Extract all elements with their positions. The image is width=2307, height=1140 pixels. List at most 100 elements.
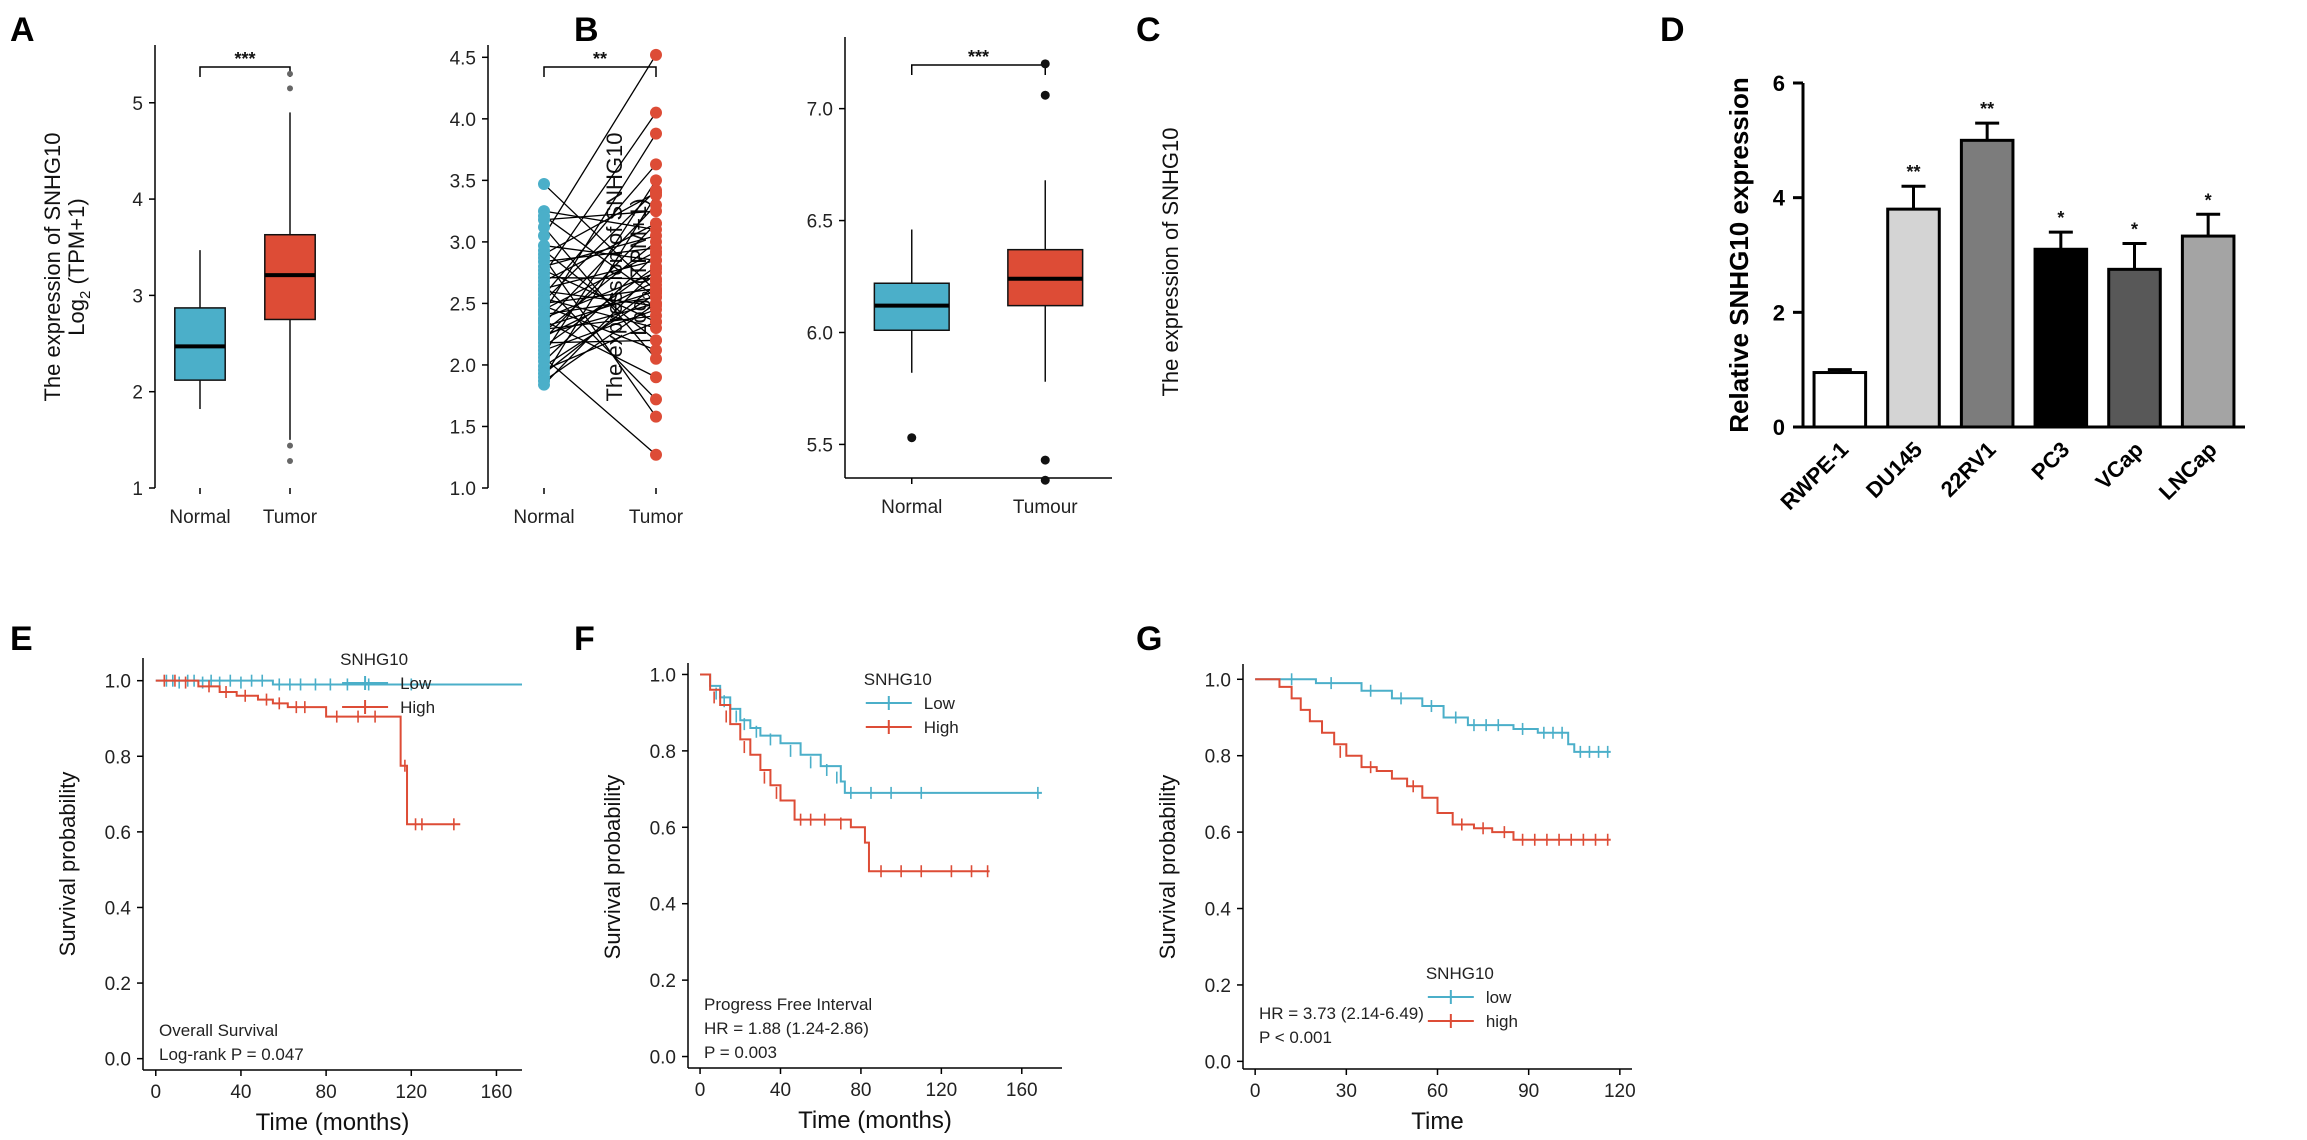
point-tumor [650, 198, 662, 211]
y-axis-subtitle: Log2 (TPM+1) [64, 198, 94, 335]
y-tick-label: 4 [132, 190, 143, 211]
annotation: HR = 1.88 (1.24-2.86) [704, 1019, 869, 1038]
y-tick-label: 0.8 [650, 742, 676, 763]
y-tick-label: 4.0 [450, 110, 476, 131]
point-tumor [650, 262, 662, 275]
y-tick-label: 0.6 [1205, 823, 1231, 844]
bar-pc3 [2033, 247, 2089, 429]
point-tumor [650, 334, 662, 347]
x-tick-label: 30 [1336, 1081, 1357, 1102]
box-normal [174, 307, 226, 381]
y-tick-label: 7.0 [807, 100, 833, 121]
y-tick-label: 0.8 [105, 747, 131, 768]
annotation: P < 0.001 [1259, 1028, 1332, 1047]
pair-line [543, 247, 657, 263]
point-tumor [650, 106, 662, 119]
panel-letter: F [574, 620, 595, 658]
y-tick-label: 5.5 [807, 435, 833, 456]
box-outlier [1040, 475, 1050, 485]
y-tick-label: 3.0 [450, 233, 476, 254]
x-tick-label: PC3 [2026, 437, 2074, 485]
x-axis-title: Time [1411, 1108, 1463, 1135]
x-tick-label: Normal [513, 507, 574, 528]
y-tick-label: 1.5 [450, 417, 476, 438]
ylabel-subscript: 2 [639, 291, 656, 299]
point-normal [538, 229, 550, 242]
x-tick-label: Normal [881, 497, 942, 518]
pair-line [543, 133, 657, 313]
pair-line [543, 268, 657, 386]
ylabel-unit: (TPM+1) [64, 198, 89, 290]
y-tick-label: 3 [132, 286, 143, 307]
point-tumor [650, 352, 662, 365]
bar-rwpe-1 [1812, 371, 1868, 429]
x-tick-label: 80 [316, 1082, 337, 1103]
pair-line [543, 215, 657, 298]
bar-significance: * [2131, 220, 2138, 240]
pair-line [543, 210, 657, 221]
legend-title: SNHG10 [340, 650, 408, 669]
y-tick-label: 2.0 [450, 356, 476, 377]
x-tick-label: 22RV1 [1936, 437, 2001, 502]
x-tick-label: 0 [150, 1082, 161, 1103]
significance-label: ** [593, 49, 607, 69]
legend-label-low: Low [400, 674, 432, 693]
pair-line [543, 235, 657, 268]
y-tick-label: 5 [132, 94, 143, 115]
point-tumor [650, 297, 662, 310]
pair-line [543, 180, 657, 355]
y-tick-label: 4 [1773, 186, 1786, 211]
point-tumor [650, 127, 662, 140]
x-tick-label: 120 [926, 1080, 958, 1101]
x-tick-label: Tumor [629, 507, 684, 528]
point-tumor [650, 174, 662, 187]
significance-bracket [543, 66, 657, 77]
y-tick-label: 0.2 [650, 971, 676, 992]
pair-line [543, 183, 657, 292]
x-tick-label: 60 [1427, 1081, 1448, 1102]
y-tick-label: 4.5 [450, 48, 476, 69]
point-tumor [650, 248, 662, 261]
annotation: Overall Survival [159, 1021, 278, 1040]
legend-label-high: High [924, 718, 959, 737]
annotation: Progress Free Interval [704, 995, 872, 1014]
x-tick-label: 120 [395, 1082, 427, 1103]
box-outlier [907, 433, 917, 443]
legend-label-high: high [1486, 1012, 1518, 1031]
y-axis-title: Survival probability [1155, 775, 1180, 960]
panel-letter: C [1136, 11, 1161, 49]
y-tick-label: 0.2 [105, 974, 131, 995]
x-axis-title: Time (months) [798, 1107, 952, 1134]
x-tick-label: LNCap [2154, 437, 2222, 505]
y-tick-label: 3.5 [450, 171, 476, 192]
pair-line [543, 276, 657, 280]
x-tick-label: 40 [770, 1080, 791, 1101]
point-tumor [650, 393, 662, 406]
bar-lncap [2180, 234, 2236, 429]
pair-line [543, 265, 657, 348]
significance-label: *** [968, 47, 989, 67]
pair-line [543, 259, 657, 290]
y-tick-label: 0.8 [1205, 747, 1231, 768]
y-tick-label: 0.4 [105, 898, 132, 919]
panel-f: F 0.0 0.2 0.4 0.6 0.8 1.0 0 40 80 120 160 Time (mont… [574, 620, 1062, 1134]
y-tick-label: 0.4 [650, 895, 677, 916]
legend-label-low: low [1486, 988, 1512, 1007]
km-curve-low [700, 673, 1042, 794]
pair-line [543, 320, 657, 378]
bar-significance: ** [1980, 99, 1994, 119]
y-tick-label: 0.4 [1205, 900, 1232, 921]
x-tick-label: DU145 [1861, 437, 1927, 503]
box-outlier [1040, 455, 1050, 465]
bar-22rv1 [1959, 138, 2015, 429]
point-tumor [650, 410, 662, 423]
pair-line [543, 302, 657, 382]
point-normal [538, 378, 550, 391]
pair-line [543, 280, 657, 338]
y-axis-title: The expression of SNHG10 [1158, 127, 1183, 396]
x-tick-label: 80 [850, 1080, 871, 1101]
y-tick-label: 0 [1773, 415, 1785, 440]
panel-letter: E [10, 620, 33, 658]
box-outlier [287, 442, 293, 449]
